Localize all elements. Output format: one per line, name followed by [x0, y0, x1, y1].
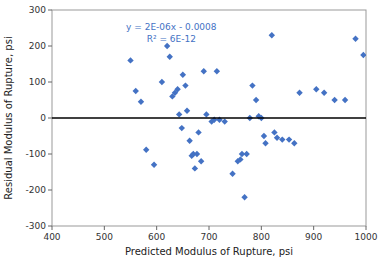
y-tick-label: 300: [29, 5, 46, 15]
y-tick: [48, 46, 52, 47]
scatter-point: [138, 99, 144, 105]
marks: [52, 32, 366, 200]
y-tick: [48, 118, 52, 119]
scatter-point: [167, 54, 173, 60]
chart: 400 500 600 700 800 900 1000 -300 -200 -100 0 100 20…: [0, 0, 382, 260]
y-tick-label: 200: [29, 41, 46, 51]
scatter-point: [286, 136, 292, 142]
x-tick-label: 500: [96, 232, 113, 242]
scatter-point: [321, 90, 327, 96]
y-tick: [48, 82, 52, 83]
y-tick: [48, 226, 52, 227]
x-tick-label: 400: [43, 232, 60, 242]
scatter-point: [194, 151, 200, 157]
x-tick: [156, 226, 157, 230]
trend-line: [52, 117, 366, 118]
plot-frame: [52, 10, 366, 226]
scatter-point: [174, 86, 180, 92]
y-tick: [48, 10, 52, 11]
y-axis-label: Residual Modulus of Rupture, psi: [3, 36, 14, 199]
equation-text: R² = 6E-12: [147, 34, 196, 44]
x-tick: [313, 226, 314, 230]
scatter-point: [159, 79, 165, 85]
scatter-point: [269, 32, 275, 38]
scatter-point: [201, 68, 207, 74]
x-tick: [52, 226, 53, 230]
equation-text: y = 2E-06x - 0.0008: [126, 22, 217, 32]
scatter-point: [360, 52, 366, 58]
scatter-point: [261, 133, 267, 139]
scatter-point: [296, 90, 302, 96]
scatter-point: [274, 135, 280, 141]
scatter-point: [133, 88, 139, 94]
scatter-point: [179, 125, 185, 131]
scatter-point: [331, 97, 337, 103]
y-tick: [48, 154, 52, 155]
x-tick: [209, 226, 210, 230]
x-axis-label: Predicted Modulus of Rupture, psi: [125, 246, 293, 257]
scatter-point: [192, 165, 198, 171]
scatter-point: [241, 194, 247, 200]
scatter-point: [249, 82, 255, 88]
scatter-point: [184, 108, 190, 114]
axes: 400 500 600 700 800 900 1000 -300 -200 -100 0 100 20…: [26, 5, 378, 242]
x-tick-label: 1000: [355, 232, 378, 242]
scatter-point: [291, 140, 297, 146]
scatter-point: [262, 140, 268, 146]
scatter-point: [214, 68, 220, 74]
scatter-point: [203, 111, 209, 117]
x-tick-label: 900: [305, 232, 322, 242]
scatter-point: [253, 97, 259, 103]
scatter-point: [182, 82, 188, 88]
scatter-point: [195, 129, 201, 135]
scatter-point: [198, 158, 204, 164]
scatter-point: [271, 129, 277, 135]
scatter-point: [143, 146, 149, 152]
scatter-point: [313, 86, 319, 92]
x-tick-label: 800: [253, 232, 270, 242]
y-tick-label: -100: [26, 149, 47, 159]
x-tick: [104, 226, 105, 230]
y-tick-label: 100: [29, 77, 46, 87]
scatter-point: [127, 57, 133, 63]
scatter-point: [243, 151, 249, 157]
y-tick: [48, 190, 52, 191]
scatter-point: [279, 136, 285, 142]
scatter-point: [176, 111, 182, 117]
x-tick-label: 600: [148, 232, 165, 242]
y-tick-label: 0: [40, 113, 46, 123]
x-tick: [261, 226, 262, 230]
scatter-point: [237, 156, 243, 162]
scatter-point: [229, 171, 235, 177]
scatter-point: [222, 118, 228, 124]
x-tick: [366, 226, 367, 230]
y-tick-label: -300: [26, 221, 47, 231]
scatter-point: [186, 137, 192, 143]
x-tick-label: 700: [200, 232, 217, 242]
scatter-point: [180, 72, 186, 78]
scatter-point: [342, 97, 348, 103]
scatter-point: [352, 36, 358, 42]
y-tick-label: -200: [26, 185, 47, 195]
scatter-point: [151, 162, 157, 168]
